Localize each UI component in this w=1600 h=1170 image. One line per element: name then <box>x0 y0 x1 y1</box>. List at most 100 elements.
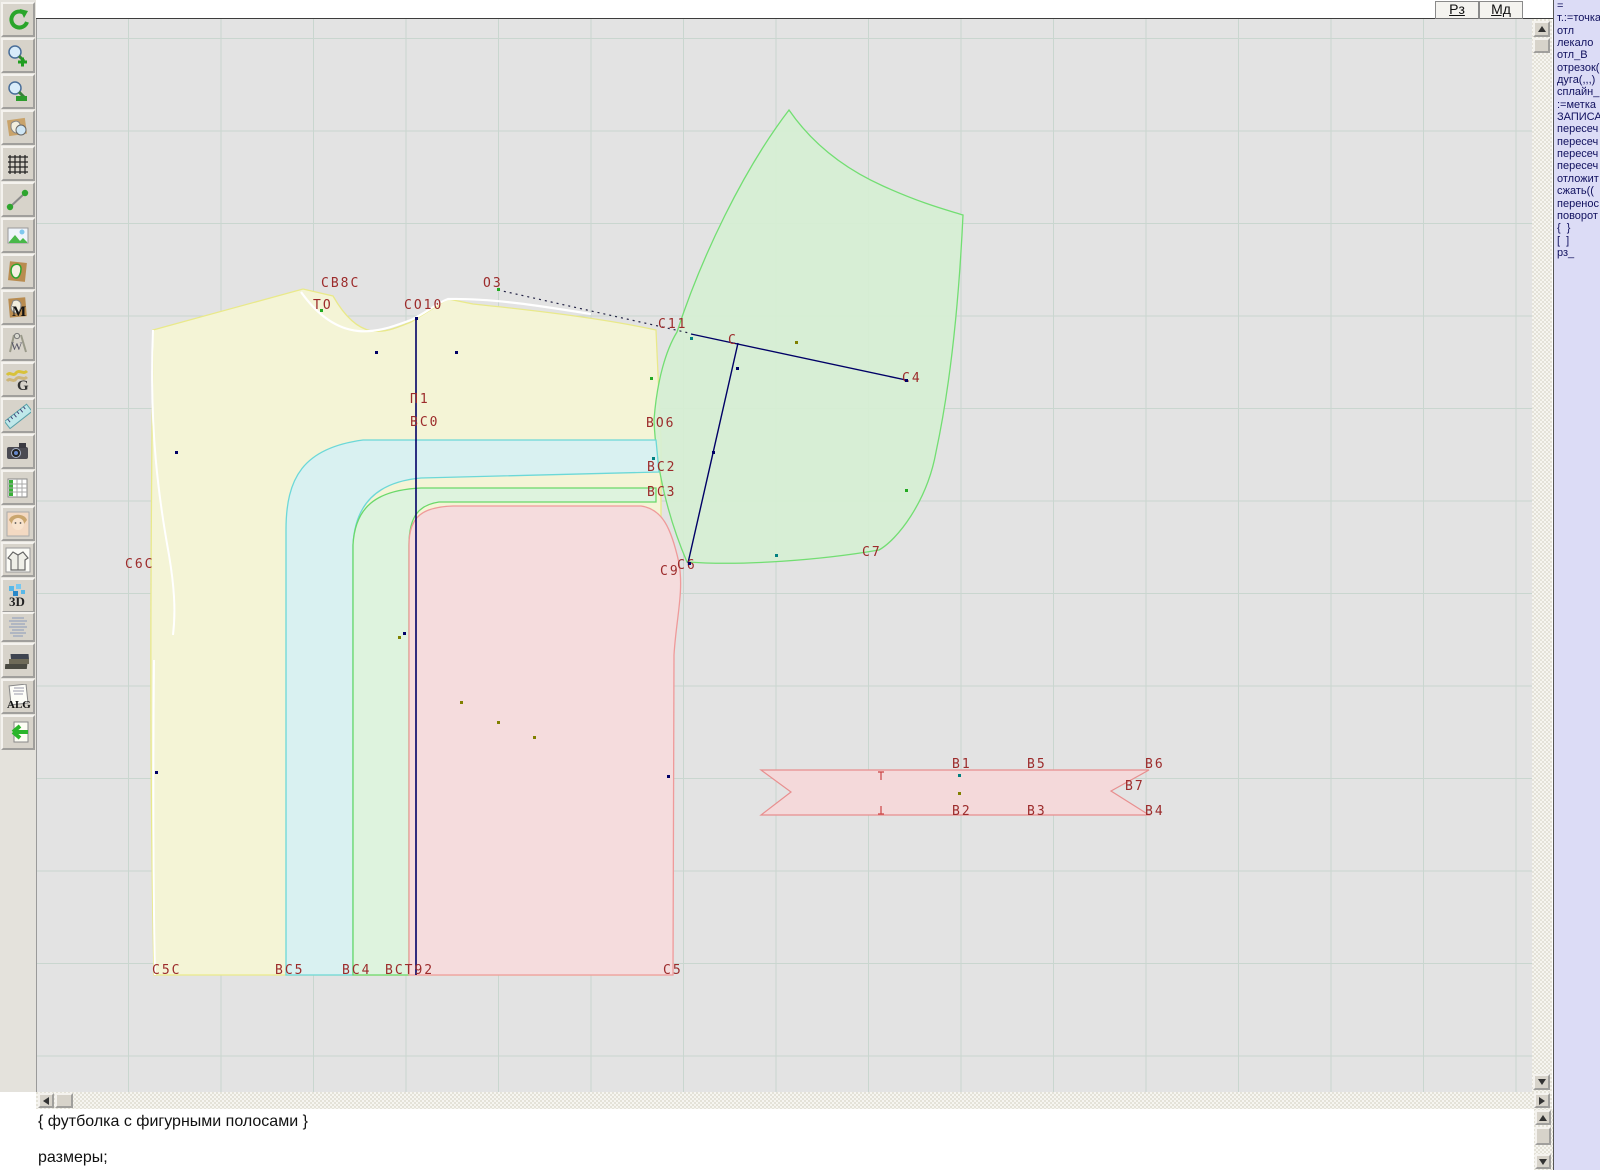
point-label-С9: С9 <box>660 564 680 579</box>
construction-point <box>958 774 961 777</box>
cyan-band-piece[interactable] <box>285 439 660 976</box>
ribbon-piece[interactable] <box>759 769 1152 816</box>
base-outline-side <box>151 329 176 976</box>
hscroll-thumb[interactable] <box>55 1093 73 1108</box>
alg-button[interactable]: ALG <box>1 679 35 714</box>
books-button[interactable] <box>1 643 35 678</box>
sidebar-command[interactable]: отл_В <box>1557 49 1588 62</box>
zoom-in-button[interactable] <box>1 38 35 73</box>
piece-m-button[interactable]: M <box>1 290 35 325</box>
console-line: размеры; <box>38 1149 108 1166</box>
sidebar-command[interactable]: пересеч <box>1557 160 1599 173</box>
scroll-left-icon <box>39 1096 49 1105</box>
sidebar-command[interactable]: т.:=точка <box>1557 12 1600 25</box>
undo-button[interactable] <box>1 2 35 37</box>
sidebar-command[interactable]: сплайн_ <box>1557 86 1600 99</box>
green-band-piece[interactable] <box>352 487 657 976</box>
point-label-О3: О3 <box>483 276 503 291</box>
editor-scroll-up-button[interactable] <box>1535 1110 1551 1125</box>
command-sidebar: = т.:=точка отл лекало отл_В отрезок(дуга(,,,… <box>1553 0 1600 1170</box>
sidebar-command[interactable]: ЗАПИСА <box>1557 111 1600 124</box>
sidebar-command[interactable]: перенос <box>1557 197 1600 210</box>
point-label-В3: В3 <box>1027 804 1047 819</box>
sidebar-command[interactable]: поворот <box>1557 209 1598 222</box>
construction-line-c11-c4[interactable] <box>690 333 907 381</box>
md-button[interactable]: Мд <box>1479 1 1523 20</box>
sidebar-command[interactable]: пересеч <box>1557 148 1599 161</box>
editor-scroll-down-button[interactable] <box>1535 1154 1551 1169</box>
pink-panel-piece[interactable] <box>408 505 682 976</box>
editor-vertical-scrollbar[interactable] <box>1534 1109 1553 1170</box>
construction-point <box>958 792 961 795</box>
piece-g-button[interactable]: G <box>1 362 35 397</box>
piece-icon <box>7 260 27 282</box>
sidebar-command[interactable]: рз_ <box>1557 246 1575 259</box>
sidebar-command[interactable]: :=метка <box>1557 98 1597 111</box>
table-button[interactable] <box>1 470 35 505</box>
ruler-button[interactable] <box>1 398 35 433</box>
rz-button[interactable]: Рз <box>1435 1 1479 20</box>
sleeve-piece[interactable] <box>653 108 964 564</box>
image-button[interactable] <box>1 218 35 253</box>
zoom-piece-icon <box>6 117 28 136</box>
photo-face-button[interactable] <box>1 506 35 541</box>
sidebar-command[interactable]: отрезок( <box>1557 61 1600 74</box>
sidebar-command[interactable]: сжать(( <box>1557 185 1594 198</box>
measure-button[interactable] <box>1 182 35 217</box>
measure-icon <box>6 189 29 210</box>
sidebar-command[interactable]: { } <box>1557 222 1571 235</box>
scroll-right-button[interactable] <box>1534 1093 1550 1108</box>
construction-point <box>460 701 463 704</box>
svg-text:3D: 3D <box>9 594 25 609</box>
canvas-vertical-scrollbar[interactable] <box>1532 19 1552 1092</box>
sidebar-command[interactable]: отл <box>1557 24 1575 37</box>
construction-point <box>652 457 655 460</box>
zoom-piece-button[interactable] <box>1 110 35 145</box>
table-icon <box>7 478 28 497</box>
sidebar-command[interactable]: отложит <box>1557 172 1599 185</box>
import-arrow-icon <box>11 721 29 742</box>
point-label-ВС4: ВС4 <box>342 963 372 978</box>
point-label-СВ8С: СВ8С <box>321 276 361 291</box>
construction-point <box>905 379 908 382</box>
point-label-ВО6: ВО6 <box>646 416 676 431</box>
scroll-left-button[interactable] <box>38 1093 54 1108</box>
jacket-button[interactable] <box>1 542 35 577</box>
zoom-out-button[interactable] <box>1 74 35 109</box>
piece-m-icon: M <box>8 296 27 320</box>
scroll-up-button[interactable] <box>1533 21 1550 37</box>
point-label-С5С: С5С <box>152 963 182 978</box>
sidebar-command[interactable]: [ ] <box>1557 234 1570 247</box>
point-label-С6: С6 <box>677 558 697 573</box>
sidebar-command[interactable]: пересеч <box>1557 123 1599 136</box>
svg-text:ALG: ALG <box>7 699 31 710</box>
drawing-canvas[interactable]: СВ8С ТО СО10 О3 С11 С С4 ВО6 ВС2 ВС3 С9 С6 С7 С6С П1 ВС… <box>36 19 1532 1092</box>
point-label-С7: С7 <box>862 545 882 560</box>
program-text-editor[interactable]: { футболка с фигурными полосами } размер… <box>0 1109 1534 1170</box>
spec-list-button[interactable] <box>1 612 35 642</box>
editor-scroll-thumb[interactable] <box>1535 1127 1551 1145</box>
3d-button[interactable]: 3D <box>1 578 35 613</box>
import-button[interactable] <box>1 715 35 750</box>
sidebar-command[interactable]: дуга(,,,) <box>1557 74 1596 87</box>
piece-g-icon: G <box>5 369 29 393</box>
vscroll-thumb[interactable] <box>1533 38 1550 53</box>
compass-w-button[interactable]: W <box>1 326 35 361</box>
canvas-horizontal-scrollbar[interactable] <box>36 1092 1552 1109</box>
sidebar-command[interactable]: = <box>1557 0 1564 12</box>
point-label-В7: В7 <box>1125 779 1145 794</box>
point-label-В1: В1 <box>952 757 972 772</box>
grid-button[interactable] <box>1 146 35 181</box>
construction-point <box>533 736 536 739</box>
image-icon <box>7 227 29 243</box>
scroll-down-button[interactable] <box>1533 1074 1550 1090</box>
point-label-ВСТ92: ВСТ92 <box>385 963 435 978</box>
construction-point <box>650 377 653 380</box>
sidebar-command[interactable]: пересеч <box>1557 135 1599 148</box>
point-label-С4: С4 <box>902 371 922 386</box>
sidebar-command[interactable]: лекало <box>1557 37 1594 50</box>
piece-button[interactable] <box>1 254 35 289</box>
camera-button[interactable] <box>1 434 35 469</box>
ruler-icon <box>5 403 31 429</box>
